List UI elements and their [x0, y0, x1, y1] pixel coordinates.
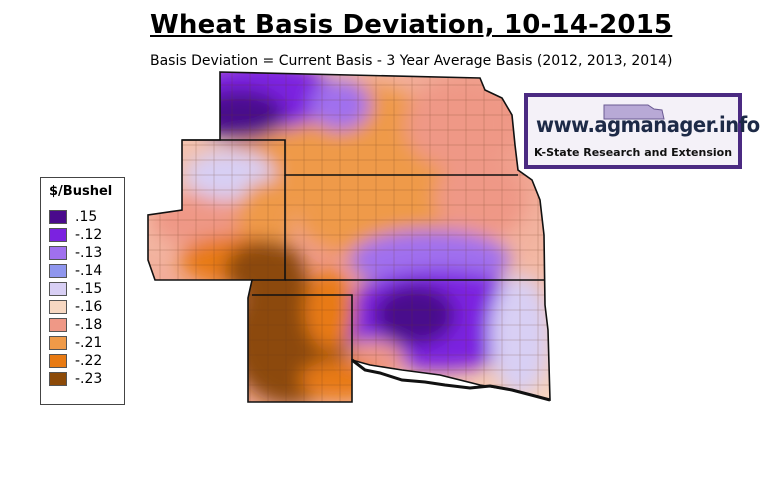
logo-subtitle: K-State Research and Extension	[533, 146, 733, 159]
legend-swatch	[49, 282, 67, 296]
legend-swatch	[49, 318, 67, 332]
logo-url: www.agmanager.info	[536, 113, 760, 137]
legend-swatch	[49, 372, 67, 386]
agmanager-logo: www.agmanager.info K-State Research and …	[524, 93, 760, 169]
legend-label: -.15	[75, 281, 103, 297]
legend-label: .15	[75, 209, 98, 225]
legend-label: -.22	[75, 353, 103, 369]
legend-swatch	[49, 210, 67, 224]
legend-swatch	[49, 336, 67, 350]
legend-label: -.18	[75, 317, 103, 333]
legend-label: -.23	[75, 371, 103, 387]
legend-swatch	[49, 354, 67, 368]
legend-label: -.12	[75, 227, 103, 243]
basis-deviation-map	[147, 71, 551, 403]
red-river	[351, 358, 551, 402]
state-borders	[147, 71, 551, 403]
legend-label: -.16	[75, 299, 103, 315]
legend-swatch	[49, 264, 67, 278]
legend-swatch	[49, 300, 67, 314]
map-subtitle: Basis Deviation = Current Basis - 3 Year…	[150, 53, 673, 69]
legend-swatch	[49, 228, 67, 242]
legend-label: -.21	[75, 335, 103, 351]
legend: $/Bushel .15 -.12 -.13 -.14 -.15 -.16 -.…	[40, 177, 125, 405]
map-title: Wheat Basis Deviation, 10-14-2015	[150, 10, 673, 40]
legend-label: -.13	[75, 245, 103, 261]
legend-swatch	[49, 246, 67, 260]
legend-title: $/Bushel	[49, 184, 113, 199]
legend-label: -.14	[75, 263, 103, 279]
color-field	[148, 72, 550, 402]
kansas-state-icon	[603, 104, 665, 120]
